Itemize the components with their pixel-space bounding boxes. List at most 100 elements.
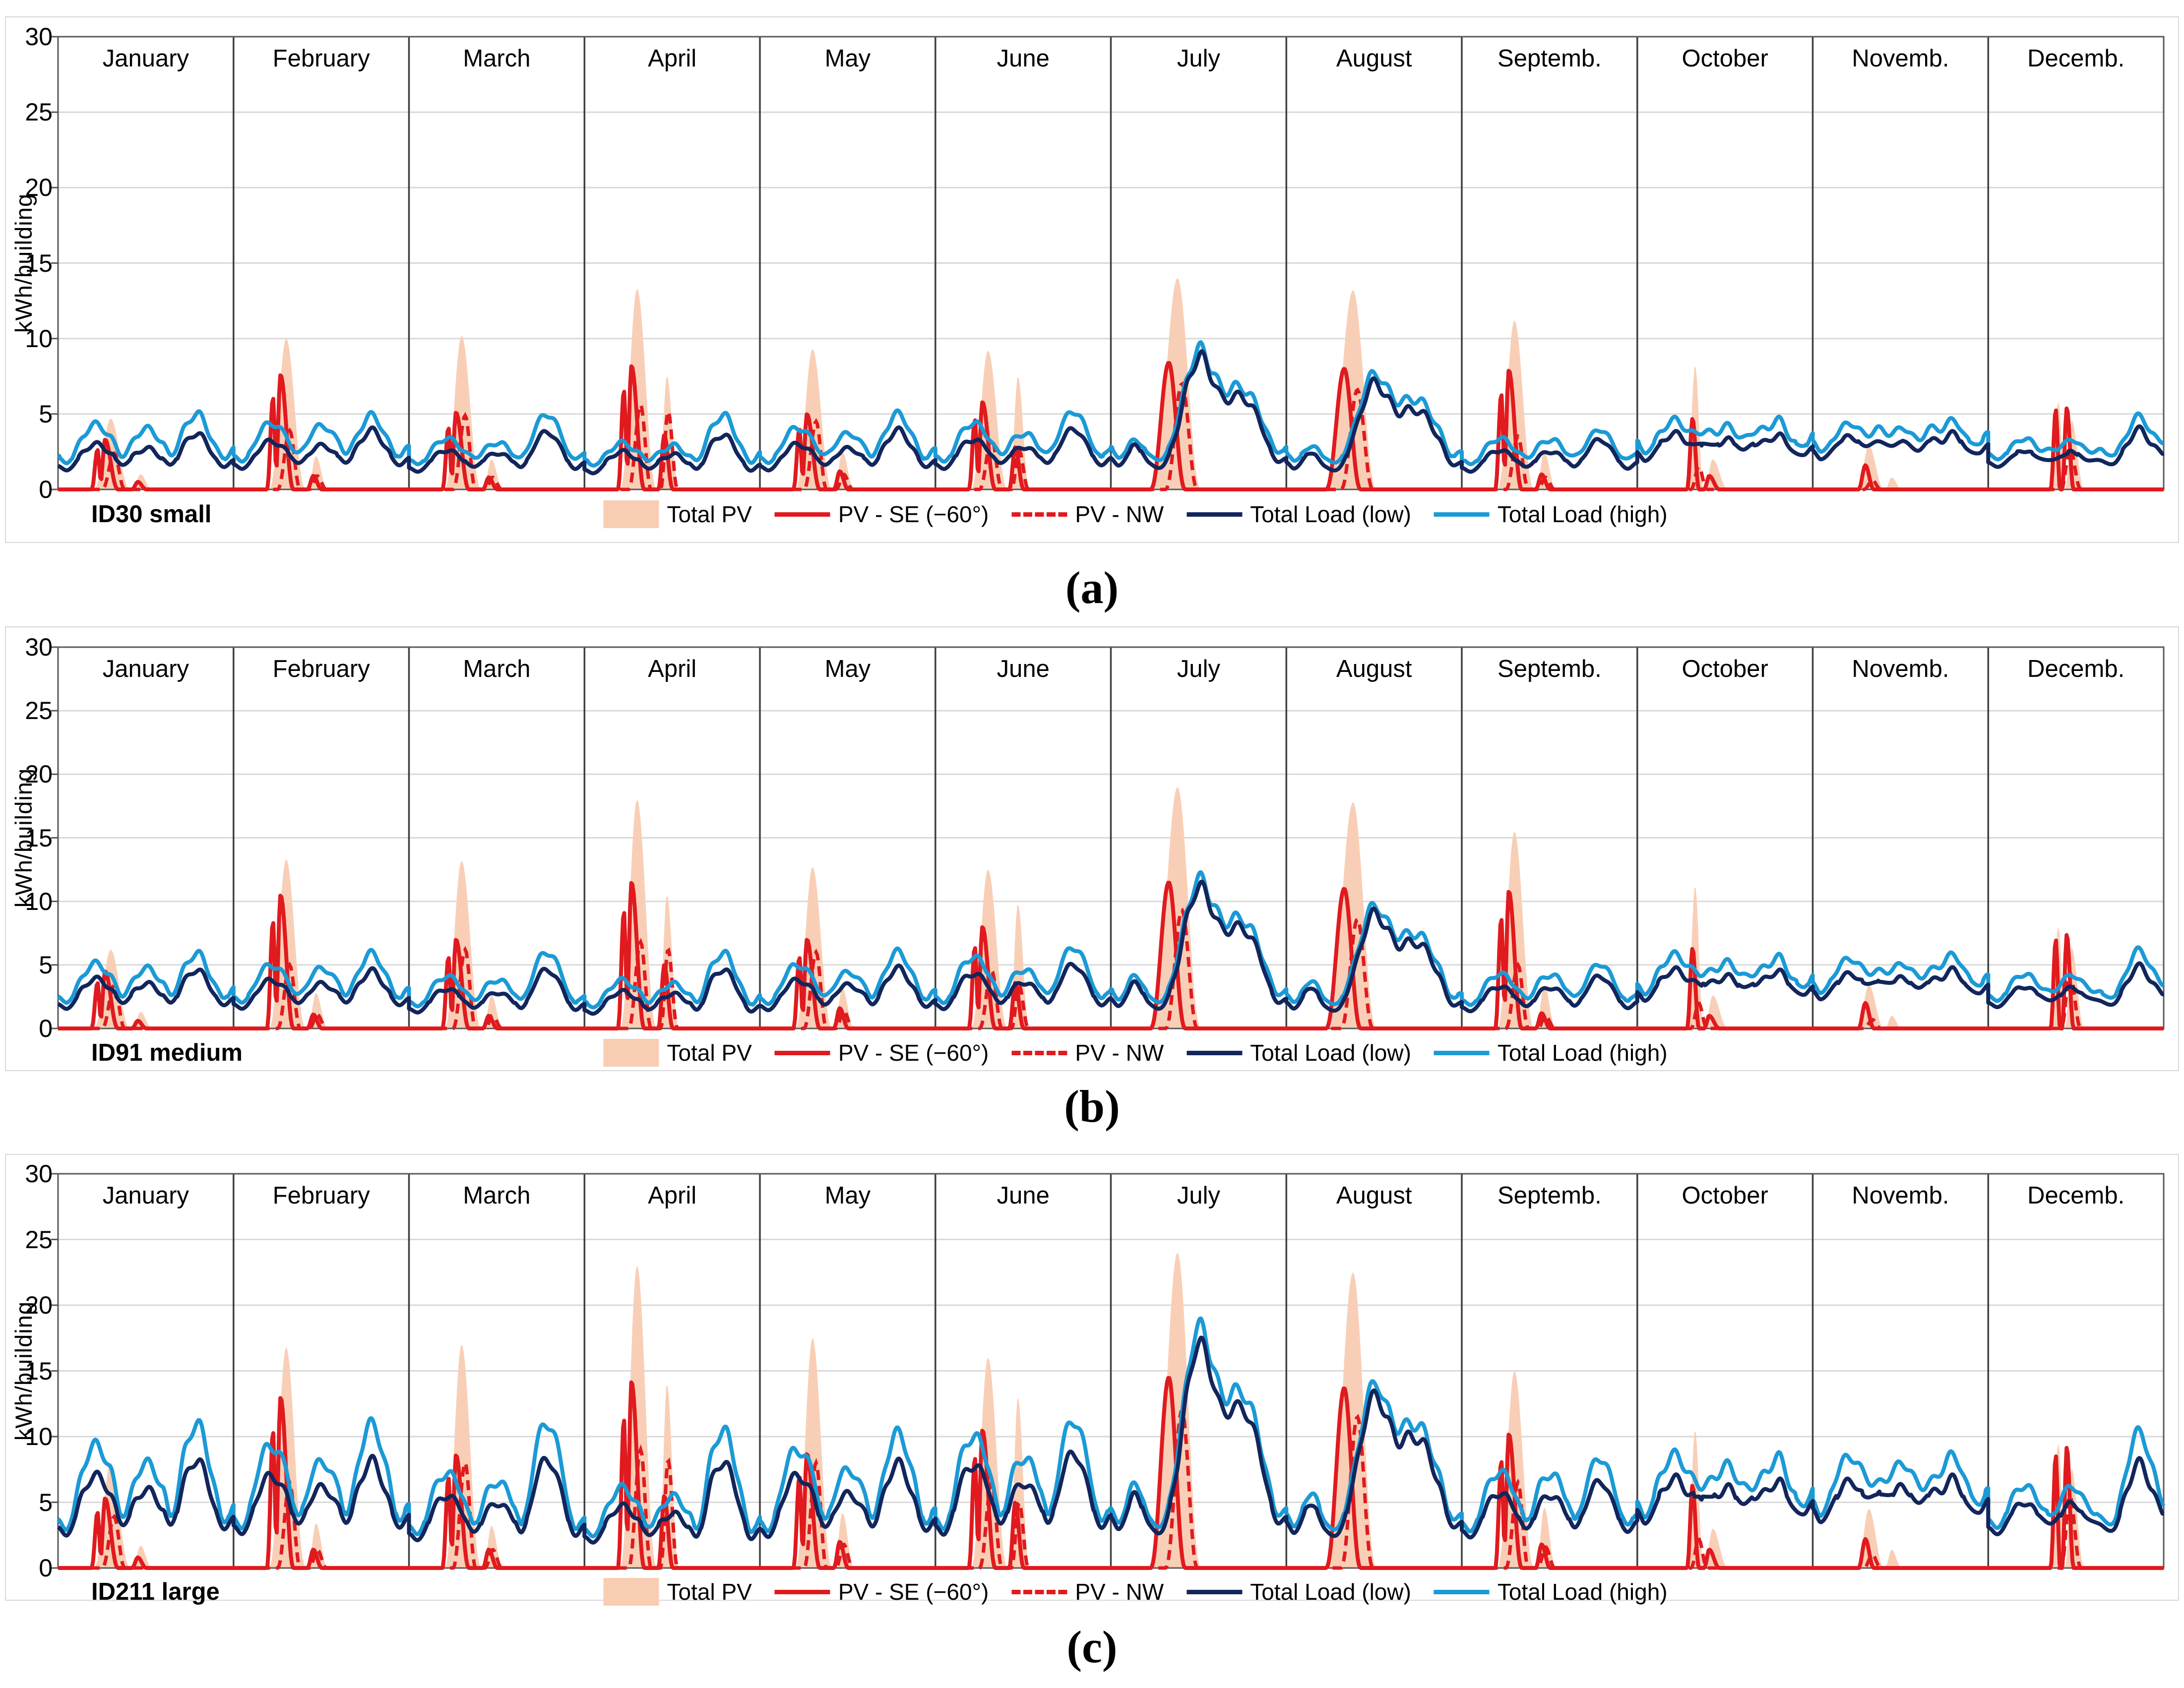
y-tick-label: 20 [25, 174, 53, 202]
legend-label: PV - SE (−60°) [838, 1040, 989, 1066]
month-label: June [997, 45, 1050, 72]
y-tick-label: 15 [25, 249, 53, 277]
legend-item-pv-se: PV - SE (−60°) [774, 501, 989, 528]
y-tick-label: 0 [39, 1554, 53, 1582]
legend-item-pv-nw: PV - NW [1011, 1039, 1164, 1066]
red-dashed-line-icon [1011, 512, 1067, 517]
month-label: March [463, 656, 531, 682]
month-label: February [272, 45, 370, 72]
navy-line-icon [1186, 1589, 1243, 1594]
month-label: Novemb. [1852, 656, 1949, 682]
y-tick-label: 15 [25, 824, 53, 852]
month-label: Septemb. [1498, 45, 1602, 72]
month-separators [233, 1174, 1990, 1568]
legend-item-pv-nw: PV - NW [1011, 501, 1164, 528]
month-label: Decemb. [2027, 45, 2125, 72]
legend-label: Total Load (low) [1250, 501, 1411, 527]
month-label: March [463, 45, 531, 72]
chart-id-label-c: ID211 large [91, 1578, 220, 1605]
month-label: August [1336, 45, 1412, 72]
month-label: April [648, 656, 697, 682]
legend-label: PV - NW [1075, 1040, 1164, 1066]
legend-label: Total Load (high) [1497, 501, 1668, 527]
subfigure-caption-c: (c) [1066, 1622, 1118, 1672]
y-tick-label: 0 [39, 476, 53, 503]
red-line-icon [774, 1050, 830, 1055]
gridlines [51, 1173, 2164, 1569]
y-tick-label: 15 [25, 1357, 53, 1385]
month-label: May [824, 45, 871, 72]
navy-line-icon [1186, 512, 1243, 517]
month-separators [233, 647, 1990, 1028]
chart-id-label-a: ID30 small [91, 501, 212, 528]
month-label: July [1177, 656, 1220, 682]
month-label: February [272, 656, 370, 682]
legend-b: Total PV PV - SE (−60°) PV - NW Total Lo… [603, 1039, 1668, 1067]
y-tick-label: 30 [25, 1160, 53, 1188]
y-tick-label: 30 [25, 633, 53, 661]
month-label: January [102, 1182, 189, 1209]
month-label: March [463, 1182, 531, 1209]
month-label: May [824, 656, 871, 682]
month-label: August [1336, 656, 1412, 682]
legend-item-pv-nw: PV - NW [1011, 1578, 1164, 1605]
legend-item-total-pv: Total PV [603, 1039, 752, 1067]
month-label: July [1177, 1182, 1220, 1209]
chart-panel-b: kWh/building ID91 medium Total PV PV - S… [5, 626, 2179, 1071]
y-tick-label: 5 [39, 1488, 53, 1516]
area-swatch-icon [603, 1578, 659, 1606]
series-total-load-low-line [57, 1335, 2165, 1545]
legend-label: PV - NW [1075, 1579, 1164, 1605]
month-label: October [1682, 1182, 1768, 1209]
month-separators [233, 37, 1990, 489]
month-label: February [272, 1182, 370, 1209]
blue-line-icon [1434, 1589, 1490, 1594]
month-label: Novemb. [1852, 45, 1949, 72]
legend-label: Total PV [667, 501, 752, 527]
legend-item-load-low: Total Load (low) [1186, 1578, 1411, 1605]
legend-item-total-pv: Total PV [603, 500, 752, 528]
month-label: Septemb. [1498, 1182, 1602, 1209]
legend-label: Total Load (high) [1497, 1040, 1668, 1066]
plot-area-c [51, 1173, 2166, 1570]
y-tick-label: 30 [25, 23, 53, 51]
y-tick-label: 5 [39, 400, 53, 428]
month-label: October [1682, 45, 1768, 72]
y-tick-label: 10 [25, 1423, 53, 1450]
legend-label: Total PV [667, 1040, 752, 1066]
month-label: October [1682, 656, 1768, 682]
legend-item-load-low: Total Load (low) [1186, 1039, 1411, 1066]
red-dashed-line-icon [1011, 1050, 1067, 1055]
legend-label: Total Load (low) [1250, 1579, 1411, 1605]
legend-item-pv-se: PV - SE (−60°) [774, 1039, 989, 1066]
legend-item-load-low: Total Load (low) [1186, 501, 1411, 528]
month-label: June [997, 1182, 1050, 1209]
legend-item-load-high: Total Load (high) [1434, 1578, 1668, 1605]
month-label: July [1177, 45, 1220, 72]
month-label: June [997, 656, 1050, 682]
y-tick-label: 25 [25, 697, 53, 725]
y-tick-label: 10 [25, 324, 53, 353]
legend-item-load-high: Total Load (high) [1434, 1039, 1668, 1066]
area-swatch-icon [603, 500, 659, 528]
legend-item-total-pv: Total PV [603, 1578, 752, 1606]
chart-panel-a: kWh/building ID30 small Total PV PV - SE… [5, 16, 2179, 543]
legend-label: PV - SE (−60°) [838, 1579, 989, 1605]
y-tick-label: 25 [25, 1225, 53, 1254]
red-line-icon [774, 1589, 830, 1594]
legend-a: Total PV PV - SE (−60°) PV - NW Total Lo… [603, 500, 1668, 528]
month-label: Novemb. [1852, 1182, 1949, 1209]
chart-id-label-b: ID91 medium [91, 1039, 243, 1066]
month-label: Decemb. [2027, 656, 2125, 682]
plot-area-b [51, 646, 2165, 1030]
month-label: April [648, 45, 697, 72]
legend-label: Total Load (low) [1250, 1040, 1411, 1066]
legend-label: Total PV [667, 1579, 752, 1605]
legend-c: Total PV PV - SE (−60°) PV - NW Total Lo… [603, 1578, 1668, 1606]
month-label: January [102, 656, 189, 682]
month-label: January [102, 45, 189, 72]
series-pv-nw-dashed-line [58, 1407, 2164, 1570]
red-dashed-line-icon [1011, 1589, 1067, 1594]
legend-item-load-high: Total Load (high) [1434, 501, 1668, 528]
